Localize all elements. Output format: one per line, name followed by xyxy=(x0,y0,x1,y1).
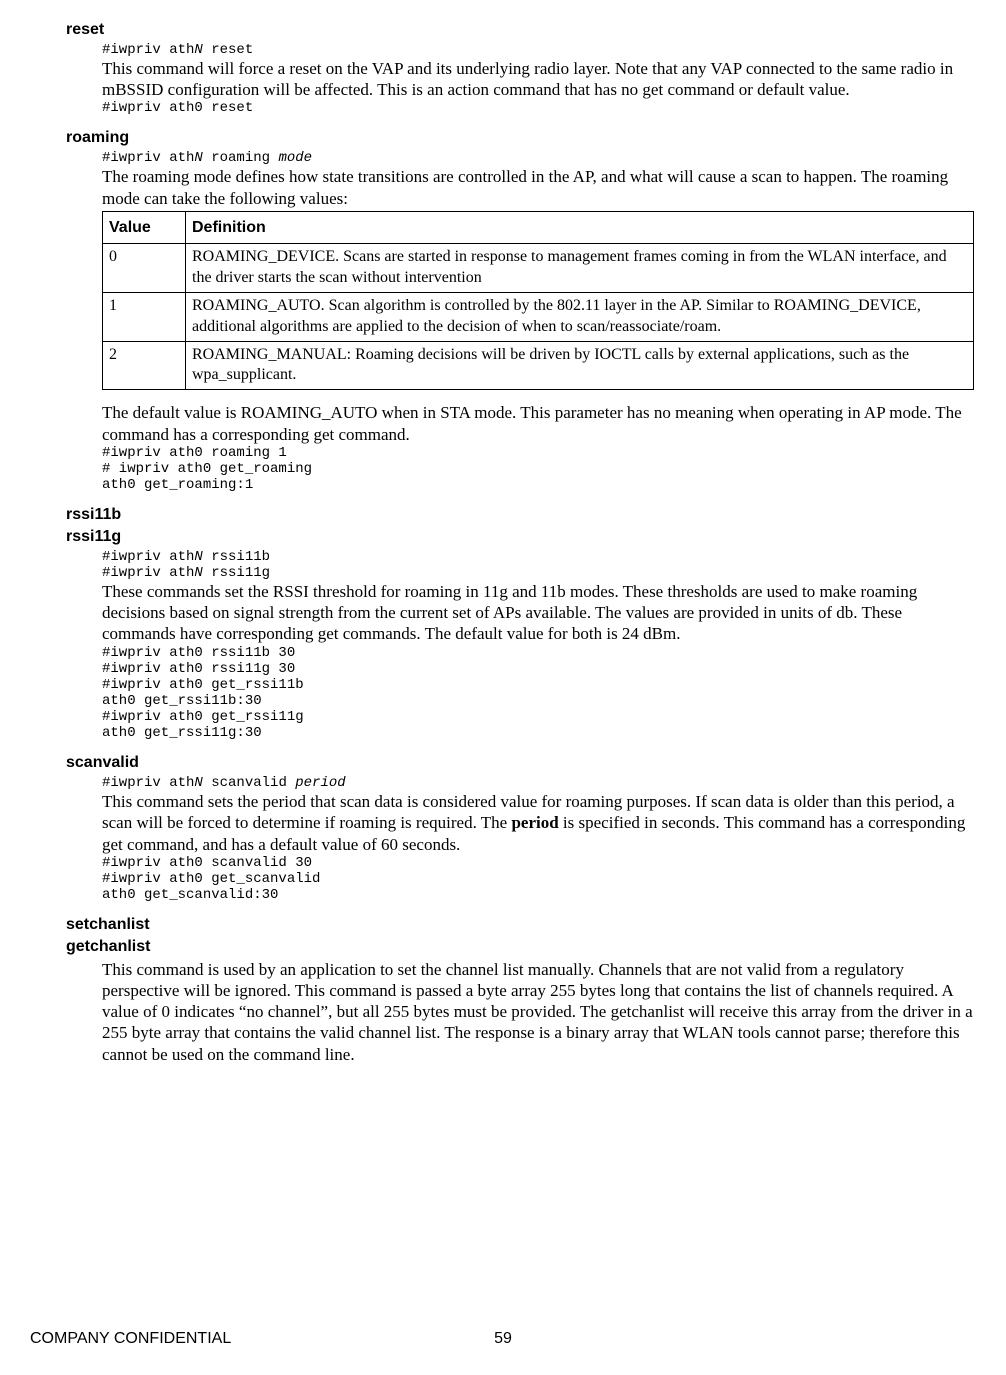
table-header-definition: Definition xyxy=(186,211,974,244)
roaming-after-table: The default value is ROAMING_AUTO when i… xyxy=(102,402,976,445)
table-cell-value: 1 xyxy=(103,293,186,342)
scanvalid-syntax: #iwpriv athN scanvalid period xyxy=(102,775,976,791)
rssi11g-title: rssi11g xyxy=(66,527,976,548)
roaming-syntax: #iwpriv athN roaming mode xyxy=(102,150,976,166)
footer-page-number: 59 xyxy=(494,1329,512,1350)
scanvalid-syntax-period: period xyxy=(295,775,345,791)
scanvalid-desc: This command sets the period that scan d… xyxy=(102,791,976,855)
footer-confidential: COMPANY CONFIDENTIAL xyxy=(30,1330,231,1347)
rssi-syntax1-n: N xyxy=(194,549,202,565)
roaming-example: #iwpriv ath0 roaming 1 # iwpriv ath0 get… xyxy=(102,445,976,493)
reset-syntax-post: reset xyxy=(203,42,253,58)
scanvalid-syntax-pre: #iwpriv ath xyxy=(102,775,194,791)
rssi-syntax2-post: rssi11g xyxy=(203,565,270,581)
rssi-syntax1: #iwpriv athN rssi11b xyxy=(102,549,976,565)
rssi-syntax2: #iwpriv athN rssi11g xyxy=(102,565,976,581)
scanvalid-desc-bold: period xyxy=(511,813,558,832)
roaming-syntax-n: N xyxy=(194,150,202,166)
table-header-value: Value xyxy=(103,211,186,244)
reset-title: reset xyxy=(66,20,976,41)
scanvalid-title: scanvalid xyxy=(66,753,976,774)
setchanlist-title: setchanlist xyxy=(66,915,976,936)
table-cell-value: 2 xyxy=(103,341,186,390)
roaming-table: Value Definition 0 ROAMING_DEVICE. Scans… xyxy=(102,211,974,390)
roaming-title: roaming xyxy=(66,128,976,149)
table-cell-definition: ROAMING_AUTO. Scan algorithm is controll… xyxy=(186,293,974,342)
rssi-example: #iwpriv ath0 rssi11b 30 #iwpriv ath0 rss… xyxy=(102,645,976,742)
reset-example: #iwpriv ath0 reset xyxy=(102,100,976,116)
getchanlist-title: getchanlist xyxy=(66,937,976,958)
rssi-syntax2-n: N xyxy=(194,565,202,581)
reset-syntax-pre: #iwpriv ath xyxy=(102,42,194,58)
roaming-intro: The roaming mode defines how state trans… xyxy=(102,166,976,209)
table-row: 1 ROAMING_AUTO. Scan algorithm is contro… xyxy=(103,293,974,342)
rssi11b-title: rssi11b xyxy=(66,505,976,526)
table-cell-value: 0 xyxy=(103,244,186,293)
reset-desc: This command will force a reset on the V… xyxy=(102,58,976,101)
table-row: 0 ROAMING_DEVICE. Scans are started in r… xyxy=(103,244,974,293)
roaming-syntax-mid: roaming xyxy=(203,150,279,166)
table-cell-definition: ROAMING_DEVICE. Scans are started in res… xyxy=(186,244,974,293)
table-row: 2 ROAMING_MANUAL: Roaming decisions will… xyxy=(103,341,974,390)
scanvalid-syntax-n: N xyxy=(194,775,202,791)
roaming-syntax-pre: #iwpriv ath xyxy=(102,150,194,166)
page-footer: COMPANY CONFIDENTIAL 59 xyxy=(30,1329,976,1350)
rssi-desc: These commands set the RSSI threshold fo… xyxy=(102,581,976,645)
scanvalid-example: #iwpriv ath0 scanvalid 30 #iwpriv ath0 g… xyxy=(102,855,976,903)
reset-syntax: #iwpriv athN reset xyxy=(102,42,976,58)
rssi-syntax2-pre: #iwpriv ath xyxy=(102,565,194,581)
scanvalid-syntax-mid: scanvalid xyxy=(203,775,295,791)
chanlist-desc: This command is used by an application t… xyxy=(102,959,976,1065)
rssi-syntax1-pre: #iwpriv ath xyxy=(102,549,194,565)
reset-syntax-n: N xyxy=(194,42,202,58)
table-cell-definition: ROAMING_MANUAL: Roaming decisions will b… xyxy=(186,341,974,390)
rssi-syntax1-post: rssi11b xyxy=(203,549,270,565)
roaming-syntax-mode: mode xyxy=(278,150,312,166)
